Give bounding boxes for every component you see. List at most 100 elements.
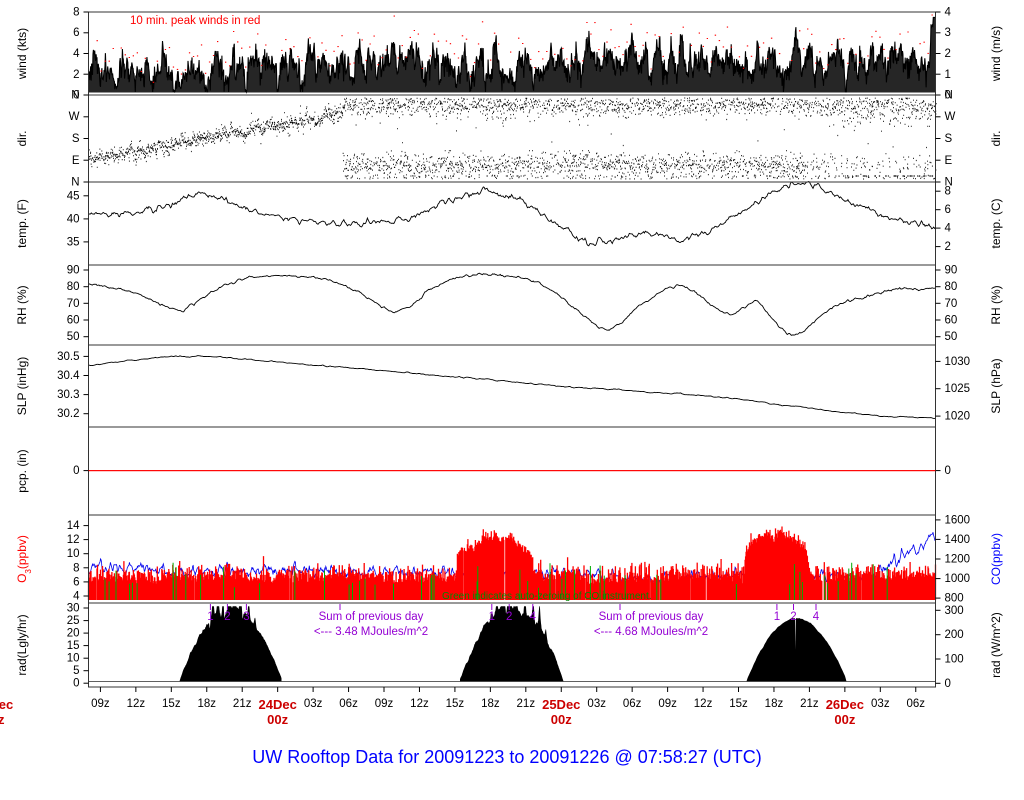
svg-text:03z: 03z: [587, 698, 606, 710]
svg-text:8: 8: [73, 7, 79, 19]
svg-text:temp. (F): temp. (F): [15, 199, 29, 248]
svg-text:3: 3: [243, 611, 249, 623]
svg-text:1020: 1020: [945, 411, 971, 423]
svg-text:2: 2: [945, 241, 951, 253]
svg-text:12z: 12z: [694, 698, 713, 710]
svg-text:21z: 21z: [800, 698, 819, 710]
svg-text:temp. (C): temp. (C): [989, 198, 1003, 248]
svg-text:4: 4: [73, 48, 80, 60]
svg-text:80: 80: [945, 281, 958, 293]
svg-text:2: 2: [790, 611, 796, 623]
svg-text:40: 40: [67, 213, 80, 225]
svg-text:00z: 00z: [551, 712, 572, 727]
svg-text:200: 200: [945, 629, 964, 641]
svg-text:8: 8: [73, 562, 79, 574]
svg-text:rad(Lgly/hr): rad(Lgly/hr): [15, 614, 29, 675]
svg-text:06z: 06z: [623, 698, 642, 710]
svg-text:15z: 15z: [729, 698, 748, 710]
svg-text:6: 6: [945, 204, 951, 216]
svg-text:N: N: [945, 90, 953, 102]
svg-text:2: 2: [224, 611, 230, 623]
svg-text:18z: 18z: [765, 698, 784, 710]
svg-text:E: E: [945, 155, 953, 167]
svg-text:45: 45: [67, 190, 80, 202]
svg-text:25: 25: [67, 615, 80, 627]
svg-text:09z: 09z: [658, 698, 677, 710]
svg-text:06z: 06z: [339, 698, 358, 710]
svg-text:70: 70: [945, 298, 958, 310]
svg-text:2: 2: [945, 48, 951, 60]
svg-text:0: 0: [73, 465, 79, 477]
svg-text:1200: 1200: [945, 554, 971, 566]
svg-text:RH (%): RH (%): [989, 285, 1003, 324]
svg-text:0: 0: [945, 465, 951, 477]
svg-text:25Dec: 25Dec: [542, 697, 580, 712]
svg-text:4: 4: [945, 7, 952, 19]
svg-text:4: 4: [530, 611, 537, 623]
svg-text:2: 2: [73, 69, 79, 81]
svg-text:Sum of previous day: Sum of previous day: [599, 611, 704, 623]
svg-text:0: 0: [73, 678, 79, 690]
svg-text:80: 80: [67, 281, 80, 293]
svg-text:1400: 1400: [945, 534, 971, 546]
svg-text:15z: 15z: [162, 698, 181, 710]
svg-text:00z: 00z: [0, 712, 5, 727]
svg-text:10 min. peak winds in red: 10 min. peak winds in red: [130, 15, 260, 27]
svg-text:1000: 1000: [945, 573, 971, 585]
svg-text:1600: 1600: [945, 514, 971, 526]
svg-text:S: S: [72, 133, 80, 145]
svg-text:00z: 00z: [834, 712, 855, 727]
svg-text:RH (%): RH (%): [15, 285, 29, 324]
svg-text:0: 0: [945, 678, 951, 690]
svg-text:21z: 21z: [233, 698, 252, 710]
svg-text:24Dec: 24Dec: [259, 697, 297, 712]
svg-text:50: 50: [945, 331, 958, 343]
svg-text:dir.: dir.: [989, 130, 1003, 146]
svg-text:E: E: [72, 155, 80, 167]
svg-text:21z: 21z: [517, 698, 536, 710]
svg-text:pcp. (in): pcp. (in): [15, 449, 29, 492]
svg-text:35: 35: [67, 236, 80, 248]
svg-text:12: 12: [67, 534, 80, 546]
svg-text:<--- 3.48 MJoules/m^2: <--- 3.48 MJoules/m^2: [314, 626, 428, 638]
svg-text:300: 300: [945, 605, 964, 617]
svg-text:12z: 12z: [127, 698, 146, 710]
svg-text:23Dec: 23Dec: [0, 697, 13, 712]
svg-text:26Dec: 26Dec: [826, 697, 864, 712]
svg-text:30.2: 30.2: [57, 408, 79, 420]
svg-text:1: 1: [207, 611, 213, 623]
svg-text:wind (m/s): wind (m/s): [989, 26, 1003, 82]
svg-text:1025: 1025: [945, 383, 971, 395]
svg-text:W: W: [945, 111, 956, 123]
svg-text:20: 20: [67, 628, 80, 640]
svg-text:8: 8: [945, 186, 951, 198]
svg-text:dir.: dir.: [15, 130, 29, 146]
svg-text:3: 3: [945, 27, 951, 39]
svg-text:1: 1: [489, 611, 495, 623]
svg-text:00z: 00z: [267, 712, 288, 727]
svg-text:1030: 1030: [945, 356, 971, 368]
svg-text:09z: 09z: [375, 698, 394, 710]
svg-text:4: 4: [73, 591, 80, 603]
svg-text:15z: 15z: [446, 698, 465, 710]
svg-text:rad (W/m^2): rad (W/m^2): [989, 612, 1003, 678]
svg-text:4: 4: [945, 223, 952, 235]
svg-text:09z: 09z: [91, 698, 110, 710]
svg-text:6: 6: [73, 27, 79, 39]
svg-text:30.5: 30.5: [57, 351, 79, 363]
svg-text:<--- 4.68 MJoules/m^2: <--- 4.68 MJoules/m^2: [594, 626, 708, 638]
svg-text:30.3: 30.3: [57, 389, 79, 401]
svg-text:70: 70: [67, 298, 80, 310]
svg-text:1: 1: [945, 69, 951, 81]
svg-text:30.4: 30.4: [57, 370, 80, 382]
svg-text:100: 100: [945, 654, 964, 666]
svg-text:UW Rooftop Data for 20091223: UW Rooftop Data for 20091223 to 20091226…: [252, 747, 762, 767]
svg-text:SLP (hPa): SLP (hPa): [989, 358, 1003, 413]
svg-text:15: 15: [67, 640, 80, 652]
svg-text:03z: 03z: [871, 698, 890, 710]
svg-text:Sum of previous day: Sum of previous day: [319, 611, 424, 623]
svg-text:6: 6: [73, 576, 79, 588]
svg-text:W: W: [69, 111, 80, 123]
svg-text:03z: 03z: [304, 698, 323, 710]
svg-text:N: N: [71, 90, 79, 102]
